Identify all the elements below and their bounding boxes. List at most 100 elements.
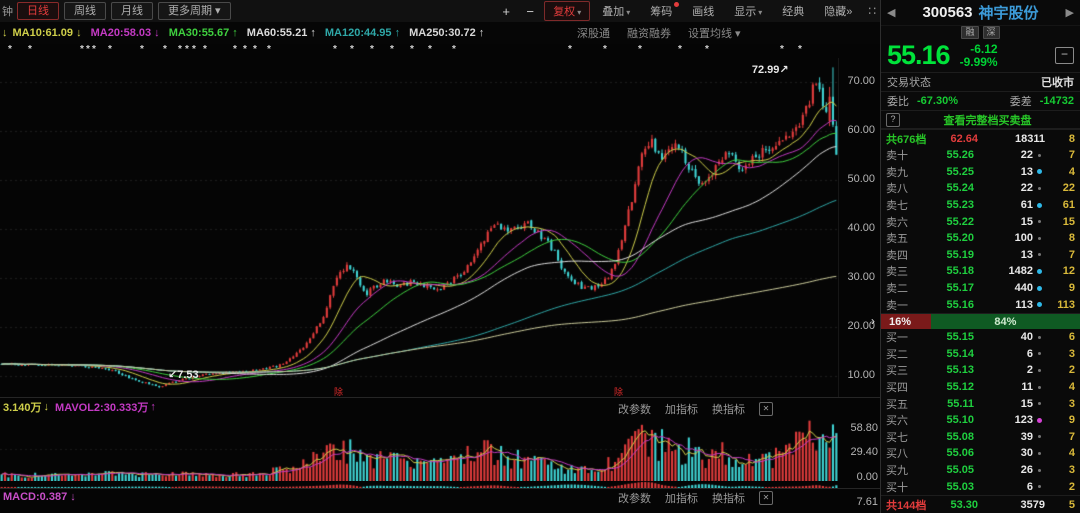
level-dot: [1033, 352, 1045, 356]
close-pane-icon[interactable]: ✕: [759, 402, 773, 416]
sell-row-5[interactable]: 卖六 55.22 15 15: [881, 213, 1080, 230]
minimize-panel-button[interactable]: −: [1055, 47, 1074, 64]
toolbar-right-group: + − 复权 ▾ 叠加 ▾ 筹码 画线 显示 ▾ 经典 隐藏» ∷: [496, 1, 880, 21]
pane-link-1[interactable]: 加指标: [665, 404, 698, 416]
buy-row-3[interactable]: 买三 55.13 2 2: [881, 362, 1080, 379]
stock-badge-0: 融: [961, 26, 979, 39]
candlestick-canvas[interactable]: [0, 58, 838, 397]
pane-link-0[interactable]: 改参数: [618, 493, 651, 505]
level-price: 55.06: [946, 447, 974, 460]
market-link-1[interactable]: 融资融券: [627, 28, 671, 40]
candlestick-chart[interactable]: 72.99↗ ↙7.53 除 除: [0, 58, 838, 397]
zoom-out-button[interactable]: −: [526, 3, 534, 19]
level-dot: [1033, 285, 1045, 291]
level-price: 55.18: [946, 265, 974, 278]
buy-row-10[interactable]: 买十 55.03 6 2: [881, 478, 1080, 495]
summary-price: 62.64: [950, 132, 978, 145]
low-price-label: ↙7.53: [168, 369, 199, 381]
volume-canvas[interactable]: [0, 417, 838, 481]
sell-row-10[interactable]: 卖一 55.16 113 113: [881, 296, 1080, 313]
market-link-2[interactable]: 设置均线 ▾: [688, 28, 741, 40]
level-volume: 100: [1014, 232, 1033, 245]
tab-period-1[interactable]: 周线: [64, 2, 106, 20]
level-price: 55.22: [946, 215, 974, 228]
pane-link-2[interactable]: 换指标: [712, 404, 745, 416]
tab-period-3[interactable]: 更多周期 ▾: [158, 2, 231, 20]
tab-period-2[interactable]: 月线: [111, 2, 153, 20]
macd-pane-links: 改参数 加指标 换指标 ✕: [618, 490, 773, 506]
announce-marker-icon: *: [192, 44, 196, 55]
ma-value-0: MA10:61.09 ↓: [12, 27, 82, 39]
buy-row-5[interactable]: 买五 55.11 15 3: [881, 395, 1080, 412]
toolbar-button-6[interactable]: 隐藏»: [824, 6, 853, 18]
macd-header: MACD:0.387 ↓ 改参数 加指标 换指标 ✕: [0, 489, 838, 505]
market-link-0[interactable]: 深股通: [577, 28, 610, 40]
price-tick: 40.00: [847, 222, 875, 234]
sell-row-8[interactable]: 卖三 55.18 1482 12: [881, 263, 1080, 280]
sell-row-1[interactable]: 卖十 55.26 22 7: [881, 147, 1080, 164]
close-pane-icon[interactable]: ✕: [759, 491, 773, 505]
sell-orderbook: 卖十 55.26 22 7 卖九 55.25 13 4 卖八 55.24 22 22 卖七 55.23 61…: [881, 147, 1080, 313]
panel-collapse-handle[interactable]: ›: [871, 314, 875, 328]
price-axis: 70.00 60.00 50.00 40.00 30.00 20.00 10.00: [838, 58, 879, 397]
full-orderbook-link[interactable]: ? 查看完整档买卖盘: [881, 110, 1080, 129]
announce-marker-icon: *: [178, 44, 182, 55]
level-label: 卖九: [886, 166, 908, 179]
announce-marker-icon: *: [452, 44, 456, 55]
level-dot: [1033, 220, 1045, 224]
level-orders: 4: [1068, 447, 1075, 460]
level-dot: [1033, 485, 1045, 489]
sell-row-3[interactable]: 卖八 55.24 22 22: [881, 180, 1080, 197]
level-price: 55.19: [946, 248, 974, 261]
pane-link-2[interactable]: 换指标: [712, 493, 745, 505]
pane-link-0[interactable]: 改参数: [618, 404, 651, 416]
sell-row-4[interactable]: 卖七 55.23 61 61: [881, 197, 1080, 214]
buy-row-9[interactable]: 买九 55.05 26 3: [881, 462, 1080, 479]
macd-value: MACD:0.387: [3, 491, 68, 503]
buy-ratio-segment: 84%: [930, 314, 1080, 329]
level-orders: 9: [1068, 414, 1075, 427]
toolbar-button-3[interactable]: 画线: [692, 6, 715, 18]
macd-histogram-canvas[interactable]: [0, 481, 838, 489]
level-orders: 113: [1057, 298, 1075, 311]
sell-row-9[interactable]: 卖二 55.17 440 9: [881, 280, 1080, 297]
toolbar-button-4[interactable]: 显示 ▾: [734, 6, 763, 18]
buy-row-2[interactable]: 买二 55.14 6 3: [881, 346, 1080, 363]
sell-row-7[interactable]: 卖四 55.19 13 7: [881, 247, 1080, 264]
announce-marker-icon: *: [798, 44, 802, 55]
toolbar-button-0[interactable]: 复权 ▾: [544, 1, 591, 21]
buy-row-6[interactable]: 买六 55.10 123 9: [881, 412, 1080, 429]
level-price: 55.14: [946, 347, 974, 360]
announce-marker-icon: *: [410, 44, 414, 55]
level-orders: 8: [1068, 232, 1075, 245]
toolbar-button-1[interactable]: 叠加 ▾: [602, 6, 631, 18]
buy-row-7[interactable]: 买七 55.08 39 7: [881, 429, 1080, 446]
market-links: 深股通 融资融券 设置均线 ▾: [577, 22, 741, 44]
pane-link-1[interactable]: 加指标: [665, 493, 698, 505]
announce-marker-icon: *: [233, 44, 237, 55]
level-price: 55.26: [946, 149, 974, 162]
zoom-in-button[interactable]: +: [502, 3, 510, 19]
next-stock-arrow[interactable]: ▶: [1065, 7, 1074, 19]
prev-stock-arrow[interactable]: ◀: [887, 7, 896, 19]
buy-row-1[interactable]: 买一 55.15 40 6: [881, 329, 1080, 346]
level-volume: 123: [1014, 414, 1033, 427]
sell-row-2[interactable]: 卖九 55.25 13 4: [881, 164, 1080, 181]
chart-section: 钟 日线 周线 月线 更多周期 ▾ + − 复权 ▾ 叠加 ▾ 筹码 画线 显示 ▾ 经典 隐藏» ∷ …: [0, 0, 880, 508]
announce-marker-icon: *: [92, 44, 96, 55]
buy-row-4[interactable]: 买四 55.12 11 4: [881, 379, 1080, 396]
sell-row-6[interactable]: 卖五 55.20 100 8: [881, 230, 1080, 247]
fullscreen-icon[interactable]: ∷: [868, 4, 876, 18]
period-label-fragment: 钟: [2, 6, 13, 18]
help-icon[interactable]: ?: [886, 112, 900, 127]
notification-dot-icon: [674, 2, 680, 7]
ma-value-4: MA120:44.95 ↑: [324, 27, 401, 39]
level-dot: [1033, 169, 1045, 175]
level-dot: [1033, 368, 1045, 372]
toolbar-button-2[interactable]: 筹码: [642, 2, 680, 20]
buy-row-8[interactable]: 买八 55.06 30 4: [881, 445, 1080, 462]
announce-marker-icon: *: [163, 44, 167, 55]
toolbar-button-5[interactable]: 经典: [782, 6, 805, 18]
announce-marker-icon: *: [253, 44, 257, 55]
tab-period-0[interactable]: 日线: [17, 2, 59, 20]
